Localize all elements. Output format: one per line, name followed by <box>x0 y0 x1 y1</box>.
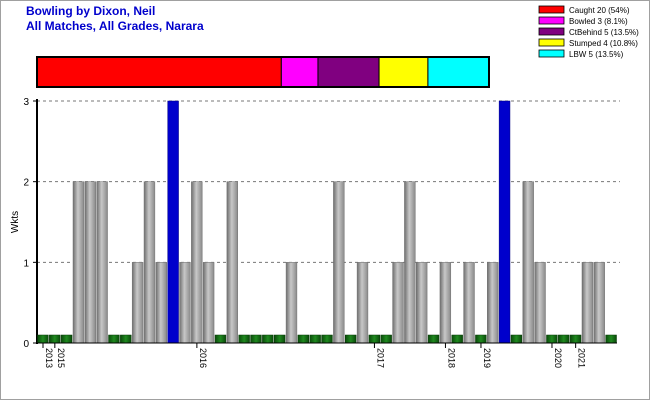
x-tick-label-2020: 2020 <box>553 348 563 368</box>
strip-segment-bowled <box>280 56 319 88</box>
bar-zero <box>380 334 392 344</box>
bar-zero <box>238 334 250 344</box>
bar-zero <box>368 334 381 344</box>
bar <box>202 262 215 344</box>
x-tick-label-2019: 2019 <box>482 348 492 368</box>
bar-zero <box>345 334 357 344</box>
bar-zero <box>108 334 120 344</box>
bar-zero <box>475 334 487 344</box>
bar <box>439 262 452 344</box>
bar <box>581 262 594 344</box>
bar-highlight <box>498 100 511 344</box>
bar-zero <box>214 334 227 344</box>
x-tick-label-2017: 2017 <box>375 348 385 368</box>
legend-swatch-ctbehind <box>538 27 565 36</box>
bar-zero <box>558 334 570 344</box>
bar-zero <box>451 334 463 344</box>
bar-zero <box>262 334 274 344</box>
x-tick-label-2021: 2021 <box>577 348 587 368</box>
bar-zero <box>60 334 73 344</box>
bar <box>333 181 345 344</box>
y-tick-label-1: 1 <box>23 258 29 269</box>
bar-zero <box>510 334 523 344</box>
bar <box>155 262 167 344</box>
bar <box>96 181 108 344</box>
bar-highlight <box>167 100 179 344</box>
bar <box>404 181 416 344</box>
bar <box>392 262 404 344</box>
strip-segment-caught <box>36 56 282 88</box>
bar <box>72 181 85 344</box>
bar <box>593 262 605 344</box>
bar-zero <box>273 334 286 344</box>
legend-label-lbw: LBW 5 (13.5%) <box>569 50 624 59</box>
bar <box>143 181 156 344</box>
bar <box>463 262 475 344</box>
bar <box>131 262 144 344</box>
bar-zero <box>605 334 617 344</box>
bar <box>191 181 203 344</box>
x-tick-label-2015: 2015 <box>56 348 66 368</box>
legend-swatch-bowled <box>538 16 565 25</box>
x-tick-label-2013: 2013 <box>44 348 54 368</box>
y-axis-label: Wkts <box>10 211 21 233</box>
strip-border <box>36 56 490 88</box>
legend-swatch-caught <box>538 5 565 14</box>
legend-swatch-stumped <box>538 38 565 47</box>
bar-zero <box>569 334 582 344</box>
bar <box>84 181 96 344</box>
bar-zero <box>120 334 132 344</box>
legend-label-caught: Caught 20 (54%) <box>569 6 630 15</box>
bar <box>226 181 238 344</box>
bar-zero <box>427 334 440 344</box>
bar <box>487 262 499 344</box>
y-tick-label-3: 3 <box>23 97 29 108</box>
bar-zero <box>297 334 309 344</box>
bar <box>356 262 369 344</box>
strip-segment-ctbehind <box>317 56 380 88</box>
legend-label-stumped: Stumped 4 (10.8%) <box>569 39 638 48</box>
legend-swatch-lbw <box>538 49 565 58</box>
bar-zero <box>321 334 333 344</box>
bar-zero <box>49 334 61 344</box>
bar <box>416 262 428 344</box>
legend-label-bowled: Bowled 3 (8.1%) <box>569 17 628 26</box>
chart-title: Bowling by Dixon, Neil <box>26 4 156 18</box>
strip-segment-lbw <box>427 56 490 88</box>
bar-zero <box>37 334 49 344</box>
strip-segment-stumped <box>378 56 429 88</box>
bar <box>534 262 546 344</box>
x-tick-label-2018: 2018 <box>446 348 456 368</box>
bar <box>522 181 534 344</box>
legend-label-ctbehind: CtBehind 5 (13.5%) <box>569 28 639 37</box>
bar-zero <box>546 334 558 344</box>
y-tick-label-2: 2 <box>23 178 29 189</box>
x-tick-label-2016: 2016 <box>198 348 208 368</box>
bar-zero <box>250 334 262 344</box>
bar <box>285 262 298 344</box>
bar <box>179 262 191 344</box>
bar-zero <box>309 334 321 344</box>
y-tick-label-0: 0 <box>23 339 29 350</box>
chart-subtitle: All Matches, All Grades, Narara <box>26 19 204 33</box>
